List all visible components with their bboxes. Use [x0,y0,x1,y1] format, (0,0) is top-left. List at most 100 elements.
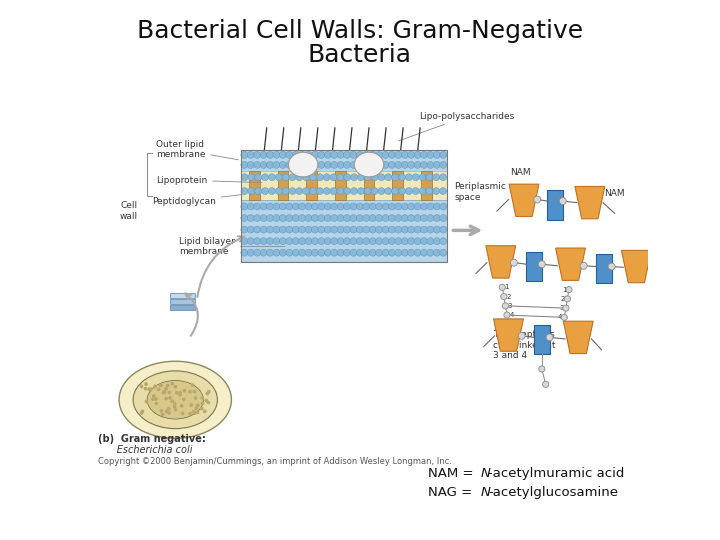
Circle shape [260,249,267,256]
Polygon shape [575,186,605,219]
Circle shape [401,249,408,256]
Circle shape [420,203,428,210]
Circle shape [427,226,434,233]
Circle shape [292,226,300,233]
Circle shape [148,393,151,395]
Circle shape [389,203,395,210]
Circle shape [260,214,267,221]
Circle shape [427,238,434,245]
Text: Lipoprotein: Lipoprotein [156,176,261,185]
Circle shape [384,187,392,194]
Circle shape [312,161,318,168]
Circle shape [395,151,402,158]
Circle shape [261,174,269,181]
Circle shape [369,214,376,221]
Circle shape [174,390,176,393]
Circle shape [539,366,545,372]
Circle shape [504,312,510,318]
Circle shape [330,174,337,181]
Circle shape [253,161,261,168]
Circle shape [145,413,148,415]
Circle shape [266,214,274,221]
Text: NAM: NAM [604,188,624,198]
Circle shape [427,203,434,210]
Circle shape [192,398,194,400]
Circle shape [356,151,364,158]
Circle shape [389,226,395,233]
Text: 3: 3 [508,303,513,309]
Circle shape [279,161,287,168]
Circle shape [199,390,202,393]
Circle shape [376,249,382,256]
Circle shape [408,151,415,158]
Circle shape [158,392,160,394]
Circle shape [260,151,267,158]
Circle shape [266,203,274,210]
Text: 4: 4 [510,312,514,318]
Text: 1: 1 [505,285,509,291]
Circle shape [292,161,300,168]
Text: NAM =: NAM = [428,467,478,480]
Circle shape [330,203,338,210]
Circle shape [398,187,405,194]
Circle shape [305,151,312,158]
Circle shape [248,187,255,194]
Circle shape [279,203,287,210]
Text: Escherichia coli: Escherichia coli [98,445,192,455]
Circle shape [207,409,210,411]
Circle shape [171,415,174,418]
Circle shape [382,214,389,221]
Circle shape [197,390,200,393]
Circle shape [330,238,338,245]
Circle shape [337,249,344,256]
Circle shape [433,151,441,158]
Text: Periplasmic
space: Periplasmic space [454,182,506,201]
Circle shape [371,187,378,194]
Circle shape [202,399,205,401]
Circle shape [247,238,254,245]
Circle shape [414,238,421,245]
Circle shape [324,214,331,221]
Circle shape [337,226,344,233]
Circle shape [241,174,248,181]
Circle shape [503,303,508,309]
Bar [335,171,346,200]
Circle shape [350,238,357,245]
Circle shape [427,249,434,256]
Circle shape [369,238,376,245]
Circle shape [179,384,181,386]
Circle shape [247,203,254,210]
Circle shape [260,238,267,245]
Bar [392,171,403,200]
Bar [421,171,432,200]
Circle shape [299,161,305,168]
Circle shape [181,409,183,411]
Circle shape [389,161,395,168]
Circle shape [318,249,325,256]
Circle shape [382,161,389,168]
Text: Lipid bilayer
membrane: Lipid bilayer membrane [179,237,285,256]
Circle shape [543,381,549,387]
Text: Copyright ©2000 Benjamin/Cummings, an imprint of Addison Wesley Longman, Inc.: Copyright ©2000 Benjamin/Cummings, an im… [98,457,451,467]
Circle shape [209,415,211,417]
Circle shape [266,238,274,245]
Circle shape [414,151,421,158]
Text: -acetylglucosamine: -acetylglucosamine [488,486,618,499]
Circle shape [420,226,428,233]
Circle shape [150,406,153,408]
Circle shape [253,214,261,221]
Circle shape [310,187,317,194]
Circle shape [376,203,382,210]
Circle shape [316,187,323,194]
Circle shape [337,161,344,168]
Circle shape [158,405,161,407]
Ellipse shape [147,381,203,419]
Circle shape [305,238,312,245]
Text: 2: 2 [561,296,565,302]
Circle shape [395,249,402,256]
Circle shape [356,226,364,233]
Circle shape [292,249,300,256]
Circle shape [350,214,357,221]
Circle shape [382,151,389,158]
Circle shape [343,203,351,210]
